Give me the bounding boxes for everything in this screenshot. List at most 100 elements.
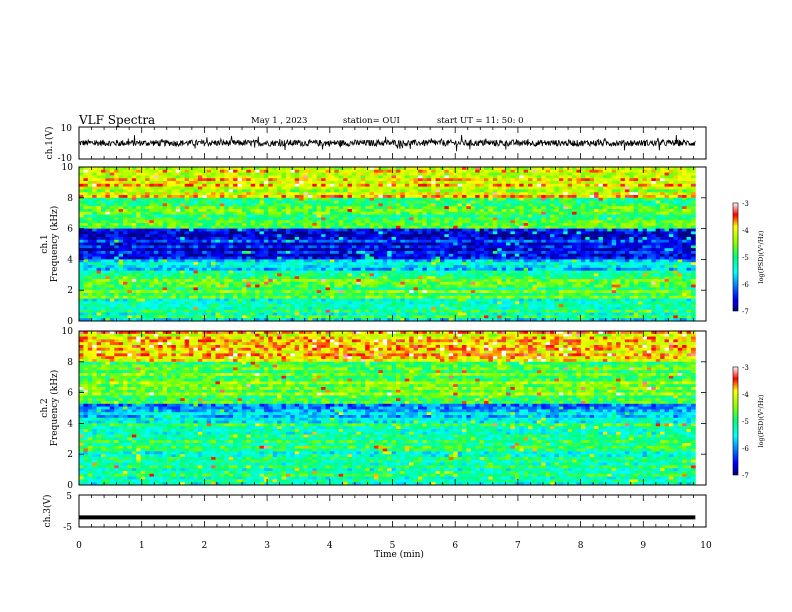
spectrogram-cell (466, 175, 472, 179)
spectrogram-cell (228, 175, 234, 179)
spectrogram-cell (303, 200, 309, 204)
spectrogram-cell (299, 265, 304, 269)
spectrogram-cell (321, 197, 326, 201)
spectrogram-cell (277, 186, 282, 190)
spectrogram-cell (598, 200, 604, 204)
spectrogram-cell (594, 214, 599, 218)
spectrogram-cell (413, 186, 419, 190)
spectrogram-cell (550, 225, 555, 229)
spectrogram-cell (255, 169, 260, 173)
spectrogram-cell (140, 223, 146, 227)
spectrogram-cell (351, 209, 357, 213)
spectrogram-cell (492, 237, 498, 241)
spectrogram-cell (563, 211, 569, 215)
spectrogram-cell (677, 192, 683, 196)
spectrogram-cell (633, 189, 639, 193)
spectrogram-cell (224, 200, 230, 204)
spectrogram-cell (281, 181, 287, 185)
spectrogram-cell (189, 200, 194, 204)
spectrogram-cell (259, 189, 265, 193)
spectrogram-cell (369, 167, 375, 171)
spectrogram-cell (338, 251, 344, 255)
spectrogram-cell (466, 239, 472, 243)
spectrogram-cell (554, 242, 560, 246)
spectrogram-cell (422, 217, 428, 221)
spectrogram-cell (387, 211, 392, 215)
spectrogram-cell (219, 245, 225, 249)
spectrogram-cell (558, 262, 564, 266)
spectrogram-cell (567, 217, 573, 221)
spectrogram-cell (215, 211, 221, 215)
spectrogram-cell (466, 183, 472, 187)
spectrogram-cell (373, 200, 379, 204)
spectrogram-cell (572, 217, 577, 221)
spectrogram-cell (277, 172, 282, 176)
spectrogram-cell (602, 192, 608, 196)
spectrogram-cell (624, 200, 630, 204)
spectrogram-cell (211, 175, 216, 179)
spectrogram-cell (391, 186, 397, 190)
spectrogram-cell (158, 239, 164, 243)
spectrogram-cell (105, 169, 111, 173)
ch1-waveform-ytick-bottom: -10 (58, 154, 73, 164)
spectrogram-cell (149, 189, 155, 193)
spectrogram-cell (145, 214, 150, 218)
spectrogram-cell (479, 197, 485, 201)
spectrogram-cell (514, 248, 520, 252)
spectrogram-cell (184, 189, 190, 193)
spectrogram-cell (215, 237, 221, 241)
spectrogram-cell (620, 239, 626, 243)
spectrogram-cell (281, 262, 287, 266)
spectrogram-cell (233, 192, 238, 196)
spectrogram-cell (233, 175, 238, 179)
spectrogram-cell (118, 189, 124, 193)
spectrogram-cell (277, 192, 282, 196)
spectrogram-cell (462, 245, 467, 249)
spectrogram-cell (351, 178, 357, 182)
spectrogram-cell (175, 231, 181, 235)
spectrogram-cell (294, 231, 300, 235)
spectrogram-cell (224, 234, 230, 238)
spectrogram-cell (514, 200, 520, 204)
spectrogram-cell (224, 197, 230, 201)
spectrogram-cell (290, 234, 296, 238)
spectrogram-cell (158, 169, 164, 173)
spectrogram-cell (629, 211, 635, 215)
spectrogram-cell (409, 237, 414, 241)
spectrogram-cell (83, 245, 89, 249)
spectrogram-cell (136, 200, 142, 204)
spectrogram-cell (373, 253, 379, 257)
spectrogram-cell (153, 223, 159, 227)
spectrogram-cell (651, 256, 657, 260)
spectrogram-cell (638, 189, 643, 193)
spectrogram-cell (96, 253, 102, 257)
spectrogram-cell (646, 183, 652, 187)
spectrogram-cell (343, 211, 348, 215)
spectrogram-cell (250, 178, 256, 182)
spectrogram-cell (501, 189, 507, 193)
spectrogram-cell (585, 206, 591, 210)
spectrogram-cell (259, 175, 265, 179)
spectrogram-cell (646, 195, 652, 199)
spectrogram-cell (563, 262, 569, 266)
spectrogram-cell (488, 251, 494, 255)
spectrogram-cell (602, 237, 608, 241)
spectrogram-cell (580, 248, 586, 252)
spectrogram-cell (431, 192, 436, 196)
spectrogram-cell (435, 234, 441, 238)
spectrogram-cell (501, 239, 507, 243)
spectrogram-cell (484, 203, 489, 207)
spectrogram-cell (655, 211, 661, 215)
spectrogram-cell (263, 200, 269, 204)
spectrogram-cell (497, 223, 503, 227)
spectrogram-cell (554, 234, 560, 238)
spectrogram-cell (373, 178, 379, 182)
spectrogram-cell (233, 237, 238, 241)
spectrogram-cell (369, 186, 375, 190)
spectrogram-cell (585, 251, 591, 255)
spectrogram-cell (365, 237, 370, 241)
spectrogram-cell (285, 195, 291, 199)
spectrogram-cell (224, 245, 230, 249)
spectrogram-cell (558, 178, 564, 182)
spectrogram-cell (197, 189, 203, 193)
